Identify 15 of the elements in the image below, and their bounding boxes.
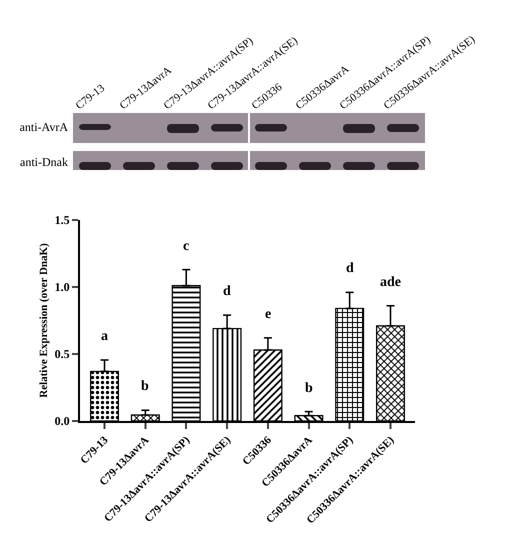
annotation: c	[183, 239, 190, 254]
annotation: d	[223, 284, 231, 299]
annotation: e	[265, 307, 272, 322]
y-tick-label: 1.0	[54, 280, 70, 294]
y-tick-label: 1.5	[54, 213, 70, 228]
annotation: ade	[380, 275, 401, 290]
annotation: b	[305, 381, 313, 396]
annotation: b	[141, 379, 149, 394]
annotation: a	[101, 329, 108, 344]
annotation: d	[346, 261, 354, 276]
text: anti-AvrA	[18, 120, 68, 135]
y-axis-title: Relative Expression (over DnaK)	[38, 242, 50, 398]
y-tick-label: 0.0	[54, 414, 70, 428]
y-tick-label: 0.5	[54, 347, 70, 362]
text: anti-Dnak	[19, 155, 68, 170]
